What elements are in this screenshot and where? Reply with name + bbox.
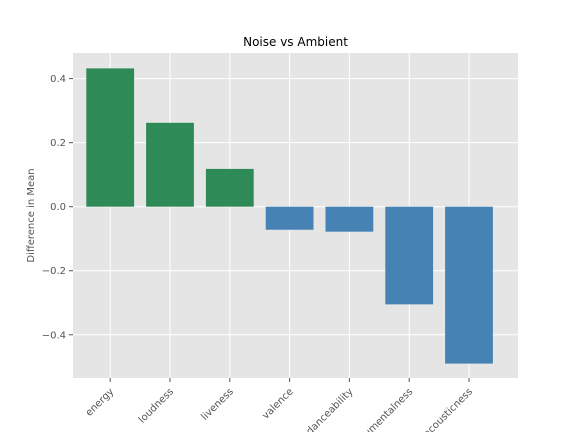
x-tick-label: valence: [260, 386, 295, 421]
y-tick-label: 0.4: [50, 74, 66, 85]
y-tick-label: 0.2: [50, 138, 66, 149]
y-tick-label: −0.4: [42, 330, 66, 341]
bars: [86, 68, 493, 364]
y-tick-label: 0.0: [50, 202, 66, 213]
bar-energy: [86, 68, 135, 207]
bar-instrumentalness: [385, 206, 434, 305]
x-tick-label: danceability: [305, 386, 356, 432]
bar-valence: [265, 206, 314, 230]
bar-liveness: [205, 168, 254, 207]
x-tick-label: energy: [84, 386, 116, 418]
y-axis-label: Difference in Mean: [26, 168, 37, 262]
x-axis-ticks: energy loudness liveness valence danceabilit…: [84, 378, 475, 436]
y-axis-ticks: 0.4 0.2 0.0 −0.2 −0.4: [42, 74, 73, 341]
bar-loudness: [146, 122, 194, 207]
bar-danceability: [325, 206, 374, 232]
x-tick-label: instrumentalness: [346, 386, 415, 432]
x-tick-label: loudness: [137, 386, 176, 425]
x-tick-label: liveness: [199, 386, 235, 422]
x-tick-label: acousticness: [422, 386, 475, 432]
bar-acousticness: [445, 206, 493, 364]
y-tick-label: −0.2: [42, 266, 66, 277]
chart-title: Noise vs Ambient: [243, 35, 348, 49]
